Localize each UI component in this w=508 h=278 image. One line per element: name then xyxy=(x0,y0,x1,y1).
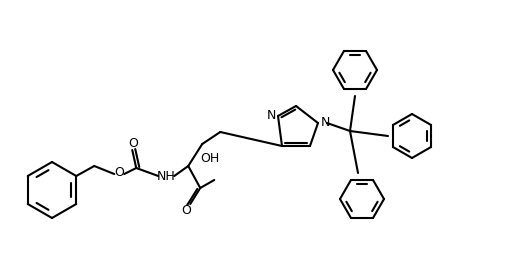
Text: NH: NH xyxy=(157,170,176,182)
Text: N: N xyxy=(321,115,330,128)
Text: N: N xyxy=(266,108,276,121)
Text: O: O xyxy=(114,167,124,180)
Text: O: O xyxy=(181,205,191,217)
Text: OH: OH xyxy=(201,152,220,165)
Text: O: O xyxy=(129,136,138,150)
